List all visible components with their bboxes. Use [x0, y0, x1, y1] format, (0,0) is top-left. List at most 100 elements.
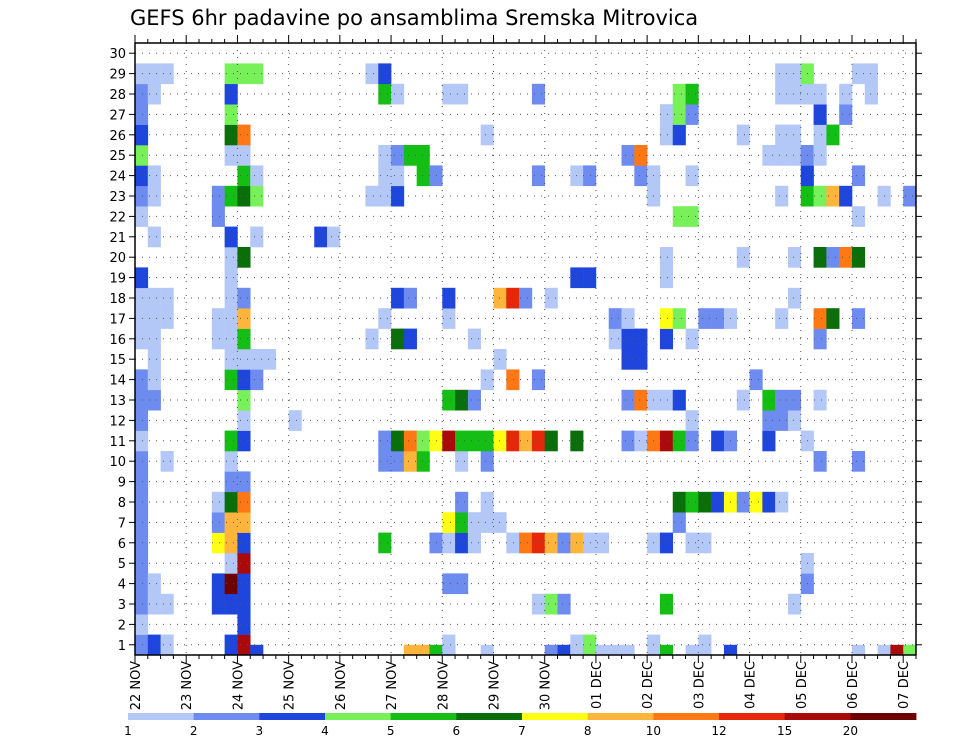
y-tick-label: 1: [118, 639, 126, 654]
precip-cell: [135, 185, 149, 207]
y-tick-label: 30: [109, 47, 126, 62]
precip-cell: [135, 614, 149, 635]
precip-cell: [813, 247, 827, 268]
precip-cell: [813, 104, 827, 125]
precip-cell: [634, 165, 648, 187]
precip-cell: [416, 644, 430, 656]
precip-cell: [135, 532, 149, 554]
precip-cell: [135, 491, 149, 513]
colorbar-label: 3: [256, 724, 264, 738]
precip-cell: [211, 532, 225, 554]
precip-cell: [135, 573, 149, 595]
precip-cell: [672, 206, 686, 227]
precip-cell: [672, 389, 686, 411]
precip-cell: [224, 63, 238, 85]
precip-cell: [493, 349, 507, 370]
precip-cell: [237, 369, 251, 391]
precip-cell: [135, 83, 149, 105]
precip-cell: [634, 430, 648, 452]
colorbar-swatch: [719, 713, 786, 720]
precip-cell: [762, 389, 776, 411]
precip-cell: [403, 451, 417, 472]
precip-cell: [621, 145, 635, 166]
y-tick-label: 25: [109, 149, 126, 164]
precip-cell: [160, 63, 174, 85]
precip-cell: [442, 287, 456, 309]
precip-cell: [224, 512, 238, 533]
precip-cell: [864, 83, 878, 105]
precip-cell: [135, 512, 149, 533]
precip-cell: [621, 644, 635, 656]
precip-cell: [506, 532, 520, 554]
y-tick-label: 4: [118, 578, 126, 593]
precip-cell: [864, 63, 878, 85]
precip-cell: [467, 389, 481, 411]
precip-cell: [211, 308, 225, 329]
precip-cell: [314, 226, 328, 248]
precip-cell: [211, 491, 225, 513]
precip-cell: [621, 328, 635, 350]
precip-cell: [659, 247, 674, 268]
precip-cell: [250, 185, 264, 207]
precip-cell: [480, 369, 494, 391]
precip-cell: [224, 287, 238, 309]
y-tick-label: 29: [109, 68, 126, 83]
precip-cell: [224, 104, 238, 125]
precip-cell: [224, 451, 238, 472]
precip-cell: [775, 185, 789, 207]
precip-cell: [147, 328, 161, 350]
y-tick-label: 14: [109, 374, 126, 389]
precip-cell: [237, 532, 251, 554]
precip-cell: [224, 226, 238, 248]
precip-cell: [391, 328, 405, 350]
precip-cell: [250, 349, 264, 370]
colorbar-swatch: [456, 713, 523, 720]
x-tick-label: 27 NOV: [385, 661, 400, 710]
precip-cell: [135, 593, 149, 615]
y-tick-label: 2: [118, 618, 126, 633]
x-tick-label: 07 DEC: [897, 661, 912, 709]
precip-cell: [442, 512, 456, 533]
precip-cell: [839, 185, 853, 207]
precip-cell: [160, 308, 174, 329]
precip-cell: [237, 63, 251, 85]
precip-cell: [160, 593, 174, 615]
precip-cell: [237, 247, 251, 268]
precip-cell: [634, 328, 648, 350]
precip-cell: [237, 512, 251, 533]
precip-cell: [685, 206, 699, 227]
precip-cell: [442, 389, 456, 411]
precip-cell: [442, 532, 456, 554]
y-tick-label: 27: [109, 108, 126, 123]
precip-cell: [595, 644, 610, 656]
precip-cell: [378, 532, 392, 554]
precip-cell: [237, 328, 251, 350]
colorbar-label: 20: [843, 724, 858, 738]
y-tick-label: 21: [109, 231, 126, 246]
precip-cell: [839, 83, 853, 105]
precip-cell: [442, 83, 456, 105]
precip-cell: [813, 124, 827, 146]
precip-cell: [672, 430, 686, 452]
precip-cell: [416, 165, 430, 187]
precip-cell: [467, 532, 481, 554]
y-tick-label: 11: [109, 435, 126, 450]
precip-cell: [365, 328, 379, 350]
precip-cell: [211, 328, 225, 350]
precip-cell: [224, 308, 238, 329]
colorbar-label: 1: [124, 724, 132, 738]
precip-cell: [775, 491, 789, 513]
precip-cell: [467, 512, 481, 533]
precip-cell: [787, 389, 802, 411]
y-tick-label: 6: [118, 537, 126, 552]
precip-cell: [583, 634, 597, 656]
precip-cell: [839, 104, 853, 125]
precip-cell: [595, 532, 610, 554]
precip-cell: [659, 593, 674, 615]
colorbar-swatch: [522, 713, 589, 720]
x-tick-label: 02 DEC: [641, 661, 656, 709]
precip-cell: [250, 226, 264, 248]
precip-cell: [135, 410, 149, 431]
precip-cell: [826, 124, 840, 146]
precip-cell: [544, 430, 558, 452]
